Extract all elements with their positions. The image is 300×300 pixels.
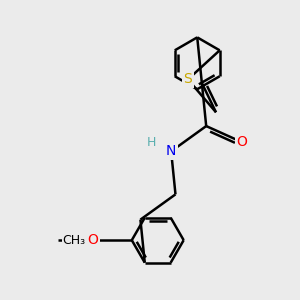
Text: O: O <box>236 135 247 149</box>
Text: H: H <box>147 136 156 149</box>
Text: S: S <box>184 72 192 86</box>
Text: O: O <box>88 233 98 247</box>
Text: CH₃: CH₃ <box>63 234 86 247</box>
Text: N: N <box>166 144 176 158</box>
